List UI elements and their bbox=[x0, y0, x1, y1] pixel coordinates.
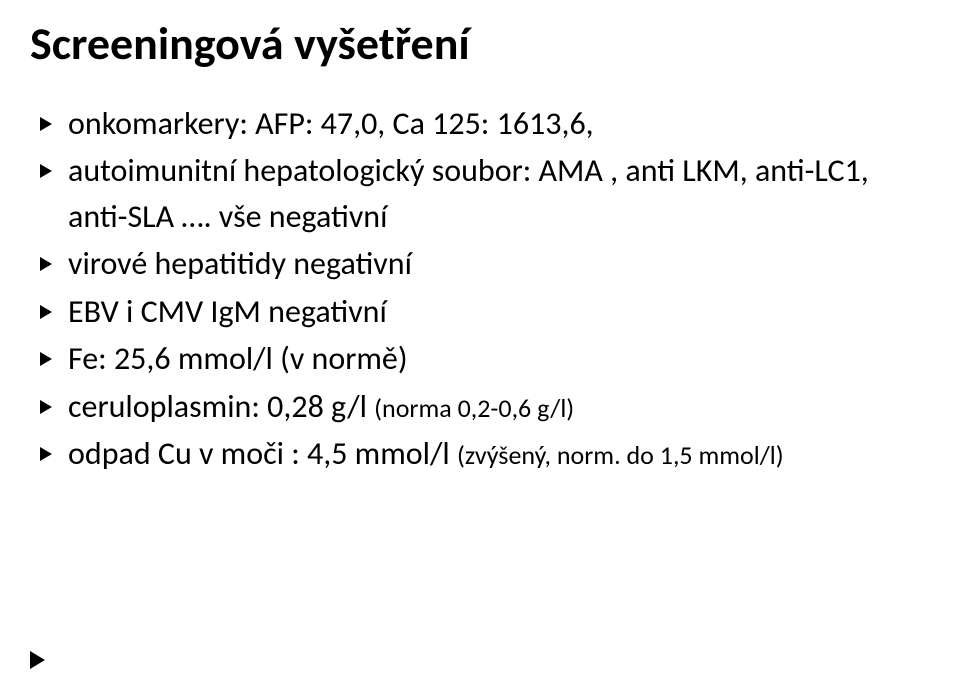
list-item-text: autoimunitní hepatologický soubor: AMA ,… bbox=[68, 151, 869, 235]
slide: Screeningová vyšetření onkomarkery: AFP:… bbox=[0, 0, 960, 697]
list-item: ceruloplasmin: 0,28 g/l (norma 0,2-0,6 g… bbox=[34, 384, 930, 429]
corner-triangle-icon bbox=[30, 651, 45, 669]
list-item: Fe: 25,6 mmol/l (v normě) bbox=[34, 336, 930, 381]
list-item-text: EBV i CMV IgM negativní bbox=[68, 292, 387, 331]
list-item-text: ceruloplasmin: 0,28 g/l bbox=[68, 387, 374, 426]
list-item-text: Fe: 25,6 mmol/l (v normě) bbox=[68, 339, 408, 378]
list-item: odpad Cu v moči : 4,5 mmol/l (zvýšený, n… bbox=[34, 431, 930, 476]
slide-title: Screeningová vyšetření bbox=[30, 18, 930, 71]
list-item: EBV i CMV IgM negativní bbox=[34, 289, 930, 334]
list-item: autoimunitní hepatologický soubor: AMA ,… bbox=[34, 148, 930, 239]
list-item-text: virové hepatitidy negativní bbox=[68, 244, 412, 283]
list-item: virové hepatitidy negativní bbox=[34, 241, 930, 286]
list-item-text: odpad Cu v moči : 4,5 mmol/l bbox=[68, 434, 457, 473]
list-item: onkomarkery: AFP: 47,0, Ca 125: 1613,6, bbox=[34, 101, 930, 146]
bullet-list: onkomarkery: AFP: 47,0, Ca 125: 1613,6, … bbox=[34, 101, 930, 477]
list-item-text: onkomarkery: AFP: 47,0, Ca 125: 1613,6, bbox=[68, 104, 594, 143]
list-item-subtext: (zvýšený, norm. do 1,5 mmol/l) bbox=[457, 439, 784, 471]
list-item-subtext: (norma 0,2-0,6 g/l) bbox=[374, 392, 574, 424]
